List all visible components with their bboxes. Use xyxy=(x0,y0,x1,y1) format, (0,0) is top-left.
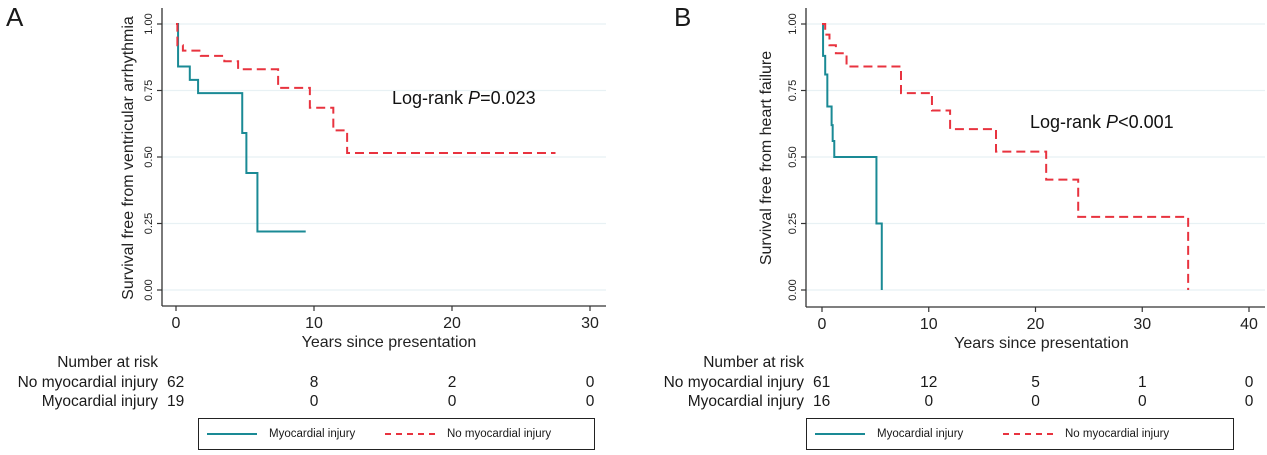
risk-value: 19 xyxy=(167,393,185,410)
legend-swatch-solid xyxy=(207,433,257,435)
risk-row-label: Myocardial injury xyxy=(41,393,158,410)
risk-value: 8 xyxy=(309,374,319,391)
y-tick-label: 1.00 xyxy=(143,13,155,34)
y-tick-label: 0.75 xyxy=(143,80,155,101)
risk-value: 2 xyxy=(447,374,457,391)
log-rank-annotation: Log-rank P<0.001 xyxy=(1030,112,1174,132)
risk-value: 0 xyxy=(585,393,595,410)
legend-entry-myocardial-injury: Myocardial injury xyxy=(815,419,963,449)
legend-label: Myocardial injury xyxy=(877,428,964,440)
risk-value: 1 xyxy=(1137,374,1147,391)
risk-value: 5 xyxy=(1031,374,1040,391)
legend-swatch-solid xyxy=(815,433,865,435)
panel-label: B xyxy=(674,2,692,32)
x-tick-label: 0 xyxy=(172,315,181,332)
series-line-myocardial-injury xyxy=(176,23,306,233)
y-axis-label: Survival free from heart failure xyxy=(758,51,775,265)
x-tick-label: 10 xyxy=(305,315,323,332)
x-tick-label: 30 xyxy=(581,315,599,332)
risk-value: 0 xyxy=(1031,393,1040,410)
y-tick-label: 0.75 xyxy=(787,80,799,101)
risk-value: 0 xyxy=(585,374,595,391)
y-axis-label: Survival free from ventricular arrhythmi… xyxy=(120,16,137,300)
risk-value: 0 xyxy=(447,393,457,410)
series-line-myocardial-injury xyxy=(822,23,883,290)
x-tick-label: 0 xyxy=(818,316,827,333)
risk-value: 0 xyxy=(309,393,319,410)
legend-entry-myocardial-injury: Myocardial injury xyxy=(207,419,355,449)
y-tick-label: 0.00 xyxy=(787,279,799,300)
panel-a: A 0.00 0.25 0.50 0.75 1.00 0 10 20 30 Years since… xyxy=(6,2,606,450)
panel-b: B 0.00 0.25 0.50 0.75 1.00 0 10 20 30 40 Years sin… xyxy=(634,0,1267,455)
y-tick-label: 0.00 xyxy=(143,279,155,300)
km-plot-a: 0.00 0.25 0.50 0.75 1.00 0 10 20 30 Years since p… xyxy=(120,8,606,351)
legend: Myocardial injury No myocardial injury xyxy=(198,418,595,450)
legend-swatch-dashed xyxy=(385,433,435,435)
risk-table-title: Number at risk xyxy=(703,354,804,371)
series-line-no-myocardial-injury xyxy=(176,23,556,155)
x-axis-label: Years since presentation xyxy=(954,335,1129,352)
x-axis-label: Years since presentation xyxy=(302,334,477,351)
risk-value: 12 xyxy=(920,374,938,391)
panel-label: A xyxy=(6,2,24,32)
legend-swatch-dashed xyxy=(1003,433,1053,435)
x-tick-label: 40 xyxy=(1240,316,1258,333)
legend-entry-no-myocardial-injury: No myocardial injury xyxy=(1003,419,1169,449)
legend-label: No myocardial injury xyxy=(1065,428,1170,440)
x-tick-label: 30 xyxy=(1133,316,1151,333)
legend-label: No myocardial injury xyxy=(447,428,552,440)
x-tick-label: 10 xyxy=(920,316,938,333)
km-plot-b: 0.00 0.25 0.50 0.75 1.00 0 10 20 30 40 Years since… xyxy=(758,8,1265,352)
y-tick-label: 0.25 xyxy=(787,213,799,234)
y-tick-label: 1.00 xyxy=(787,13,799,34)
y-tick-label: 0.25 xyxy=(143,213,155,234)
y-tick-label: 0.50 xyxy=(143,146,155,167)
risk-value: 16 xyxy=(813,393,831,410)
risk-row-label: No myocardial injury xyxy=(663,374,804,391)
risk-table-title: Number at risk xyxy=(57,354,158,371)
risk-value: 0 xyxy=(1137,393,1147,410)
risk-row-label: No myocardial injury xyxy=(17,374,158,391)
legend-entry-no-myocardial-injury: No myocardial injury xyxy=(385,419,551,449)
risk-value: 0 xyxy=(924,393,934,410)
legend-label: Myocardial injury xyxy=(269,428,356,440)
risk-row-label: Myocardial injury xyxy=(687,393,804,410)
x-tick-label: 20 xyxy=(443,315,461,332)
x-tick-label: 20 xyxy=(1027,316,1045,333)
y-tick-label: 0.50 xyxy=(787,146,799,167)
risk-value: 0 xyxy=(1244,393,1254,410)
log-rank-annotation: Log-rank P=0.023 xyxy=(392,88,536,108)
risk-value: 61 xyxy=(813,374,831,391)
legend: Myocardial injury No myocardial injury xyxy=(806,418,1234,450)
risk-value: 0 xyxy=(1244,374,1254,391)
risk-value: 62 xyxy=(167,374,185,391)
